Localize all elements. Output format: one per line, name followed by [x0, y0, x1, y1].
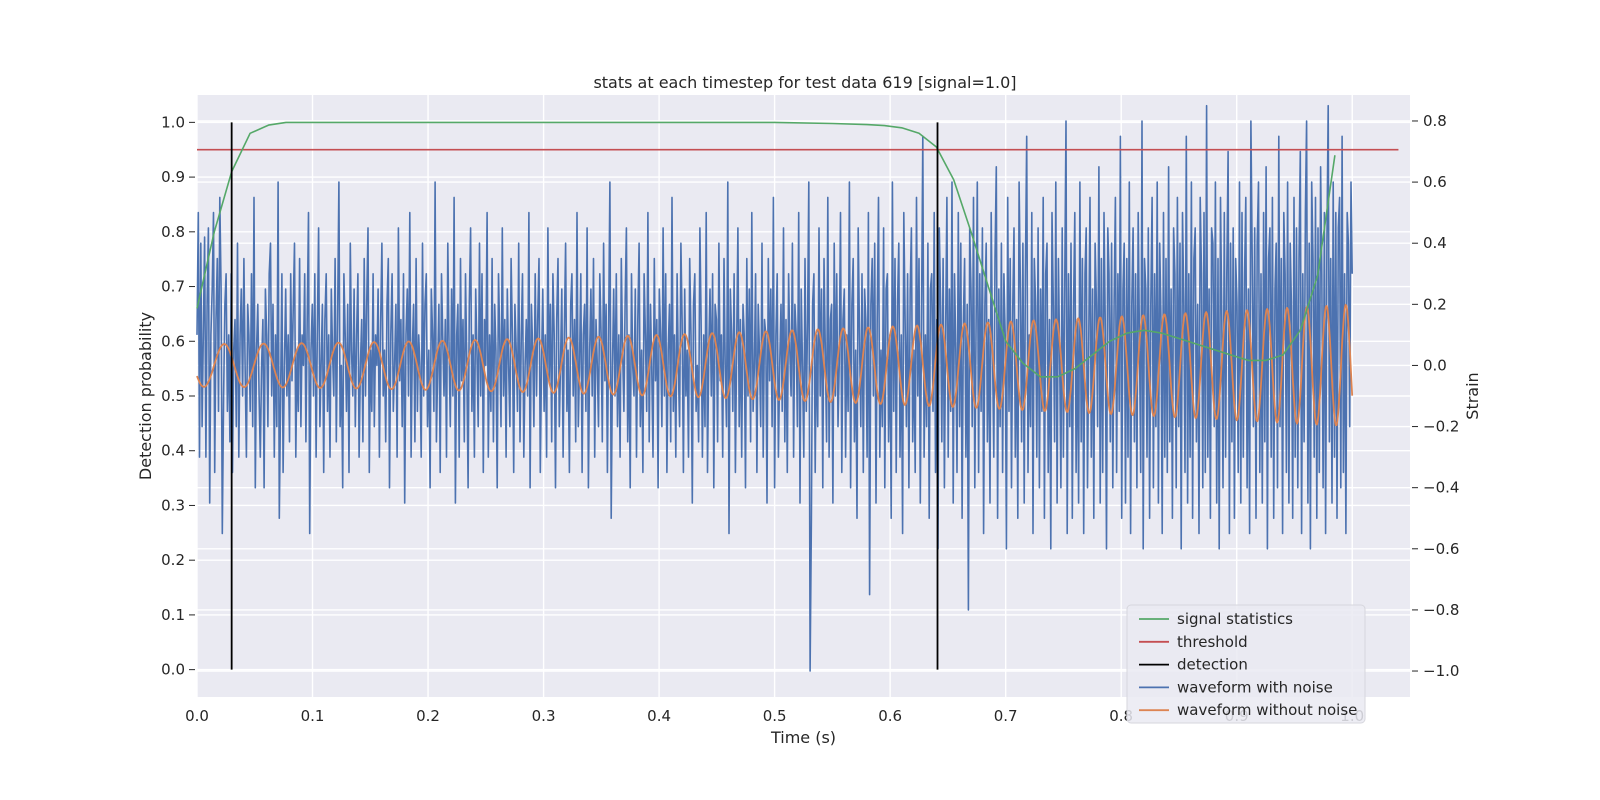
series-signal-statistics — [196, 121, 1336, 378]
y-right-tick-label: −0.4 — [1423, 479, 1459, 497]
x-tick-label: 0.6 — [878, 707, 902, 725]
x-tick-label: 0.2 — [416, 707, 440, 725]
x-tick-label: 0.0 — [185, 707, 209, 725]
y-right-tick-label: −0.8 — [1423, 601, 1459, 619]
legend-label: detection — [1177, 656, 1248, 674]
y-left-tick-label: 0.9 — [161, 168, 185, 186]
y-right-tick-label: 0.8 — [1423, 112, 1447, 130]
series-waveform-without-noise — [196, 303, 1354, 427]
y-left-tick-label: 1.0 — [161, 113, 185, 131]
y-left-tick-label: 0.2 — [161, 551, 185, 569]
series-layer — [196, 104, 1399, 672]
x-axis-label: Time (s) — [770, 728, 836, 747]
legend-label: waveform without noise — [1177, 701, 1357, 719]
legend-label: threshold — [1177, 633, 1248, 651]
series-waveform-with-noise — [196, 104, 1353, 672]
legend-label: waveform with noise — [1177, 678, 1333, 696]
y-axis-left-label: Detection probability — [136, 312, 155, 480]
y-left-tick-label: 0.6 — [161, 332, 185, 350]
y-right-tick-label: 0.2 — [1423, 295, 1447, 313]
x-tick-label: 0.3 — [532, 707, 556, 725]
x-tick-label: 0.1 — [301, 707, 325, 725]
y-right-tick-label: 0.4 — [1423, 234, 1447, 252]
y-left-tick-label: 0.1 — [161, 606, 185, 624]
y-axis-right-label: Strain — [1463, 372, 1482, 419]
y-right-tick-label: −0.2 — [1423, 418, 1459, 436]
y-right-tick-label: 0.6 — [1423, 173, 1447, 191]
y-left-tick-label: 0.0 — [161, 661, 185, 679]
legend-box — [1126, 604, 1366, 724]
legend: signal statistics threshold detection wavef… — [1126, 604, 1366, 724]
legend-label: signal statistics — [1177, 610, 1293, 628]
y-left-tick-label: 0.7 — [161, 278, 185, 296]
y-left-tick-label: 0.3 — [161, 496, 185, 514]
y-right-tick-label: −1.0 — [1423, 662, 1459, 680]
y-right-tick-label: −0.6 — [1423, 540, 1459, 558]
y-right-tick-label: 0.0 — [1423, 356, 1447, 374]
y-left-tick-label: 0.5 — [161, 387, 185, 405]
x-tick-label: 0.5 — [763, 707, 787, 725]
x-tick-label: 0.7 — [994, 707, 1018, 725]
chart-title: stats at each timestep for test data 619… — [593, 73, 1016, 92]
y-left-tick-label: 0.8 — [161, 223, 185, 241]
x-tick-label: 0.4 — [647, 707, 671, 725]
y-left-tick-label: 0.4 — [161, 442, 185, 460]
